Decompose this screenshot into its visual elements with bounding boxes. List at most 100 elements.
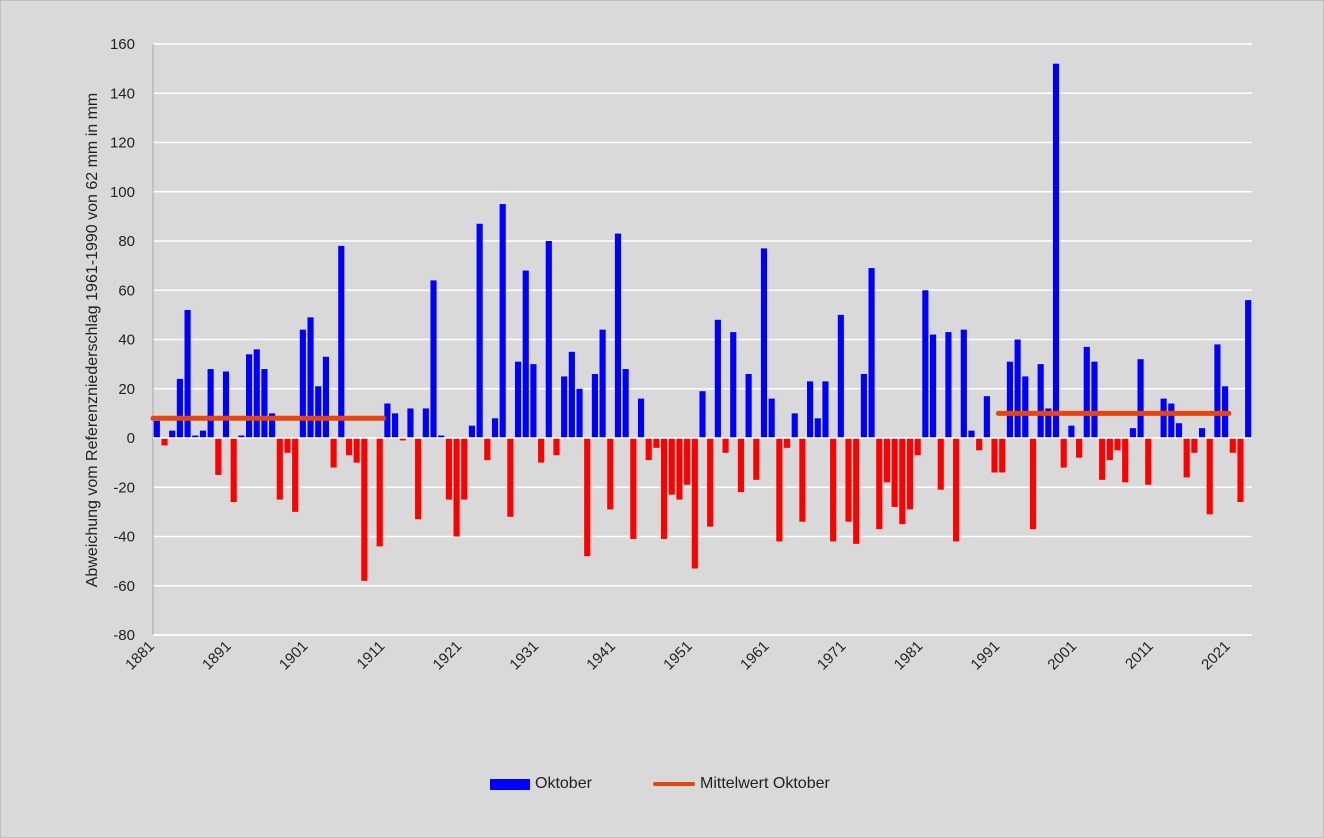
bar-1947: [660, 438, 668, 539]
bar-1967: [814, 418, 821, 438]
bar-1940: [607, 438, 614, 510]
bar-1919: [445, 438, 452, 500]
y-tick-label: -40: [113, 529, 135, 546]
y-tick-label: 40: [118, 332, 135, 349]
bar-1982: [929, 334, 937, 438]
bar-1960: [760, 248, 768, 438]
bar-1966: [807, 381, 814, 438]
bar-1989: [983, 396, 990, 438]
bar-1882: [161, 438, 168, 446]
bar-1908: [361, 438, 368, 581]
bar-1903: [322, 356, 329, 438]
bar-1887: [199, 430, 207, 438]
bar-1972: [853, 438, 860, 544]
bar-1924: [484, 438, 491, 461]
bar-1889: [215, 438, 222, 475]
bar-1993: [1014, 339, 1021, 438]
bar-1974: [868, 268, 875, 438]
legend-bar-swatch: [490, 778, 530, 790]
bar-1995: [1029, 438, 1037, 530]
bar-1946: [653, 438, 660, 448]
bar-2013: [1168, 403, 1175, 438]
bar-1980: [914, 438, 921, 456]
bar-1907: [353, 438, 360, 463]
bar-1881: [153, 420, 160, 438]
x-tick-label: 1951: [660, 638, 696, 674]
bar-1927: [507, 438, 514, 517]
bar-1952: [699, 391, 706, 438]
gridlines: [153, 43, 1252, 636]
bar-1936: [576, 388, 583, 438]
bar-1983: [937, 438, 944, 490]
bar-1961: [768, 398, 775, 438]
x-tick-label: 1961: [737, 638, 773, 674]
bar-1948: [668, 438, 675, 495]
bar-1912: [392, 413, 399, 438]
bar-1923: [476, 223, 483, 438]
bar-1894: [253, 349, 260, 438]
bar-1935: [568, 351, 575, 438]
bar-1933: [553, 438, 560, 456]
bar-1900: [299, 329, 306, 438]
bar-1917: [430, 280, 437, 438]
bar-1957: [737, 438, 745, 493]
bar-1913: [399, 438, 406, 441]
bar-1888: [207, 369, 214, 438]
x-tick-label: 1991: [968, 638, 1004, 674]
bar-2009: [1137, 359, 1144, 438]
y-axis-label: Abweichung vom Referenzniederschlag 1961…: [84, 93, 101, 587]
bar-1902: [315, 386, 322, 438]
y-tick-label: -60: [113, 578, 135, 595]
bar-1925: [491, 418, 499, 438]
x-tick-label: 1971: [814, 638, 850, 674]
y-tick-label: 80: [118, 233, 135, 250]
bar-1976: [883, 438, 891, 483]
y-tick-label: -80: [113, 627, 135, 644]
bar-1883: [169, 430, 176, 438]
bar-1998: [1052, 63, 1060, 438]
bar-1958: [745, 373, 752, 438]
bar-1965: [799, 438, 806, 522]
bar-2015: [1183, 438, 1190, 478]
x-tick-label: 2011: [1122, 638, 1157, 673]
bar-1886: [192, 435, 199, 438]
bar-2005: [1106, 438, 1113, 461]
bar-1949: [676, 438, 683, 500]
y-tick-label: 60: [118, 282, 135, 299]
legend-label-oktober: Oktober: [535, 775, 592, 792]
bar-1945: [645, 438, 652, 461]
bar-1955: [722, 438, 729, 453]
bar-1939: [599, 329, 606, 438]
bar-1986: [960, 329, 967, 438]
bar-1990: [991, 438, 998, 473]
bar-1973: [860, 373, 867, 438]
bar-1892: [238, 435, 245, 438]
bar-2003: [1091, 361, 1098, 438]
bar-1921: [461, 438, 468, 500]
bar-1950: [684, 438, 691, 485]
y-tick-label: -20: [113, 479, 135, 496]
bar-1937: [584, 438, 591, 557]
bar-1938: [591, 373, 598, 438]
bar-1963: [783, 438, 791, 448]
bar-1981: [922, 290, 929, 438]
bar-1885: [184, 309, 191, 438]
bar-1941: [614, 233, 622, 438]
axes: [152, 44, 1252, 636]
bar-1959: [753, 438, 760, 480]
bar-2002: [1083, 346, 1090, 438]
legend: Oktober Mittelwert Oktober: [1, 775, 1324, 797]
bar-1994: [1022, 376, 1029, 438]
bar-1904: [330, 438, 337, 468]
bar-1971: [845, 438, 852, 522]
bar-1978: [899, 438, 906, 525]
bar-2016: [1191, 438, 1198, 453]
bar-1910: [376, 438, 383, 547]
bar-1984: [945, 332, 952, 438]
bar-2022: [1237, 438, 1244, 503]
bar-1926: [499, 204, 506, 438]
bar-1906: [345, 438, 353, 456]
mean-line-series: [150, 410, 1232, 421]
